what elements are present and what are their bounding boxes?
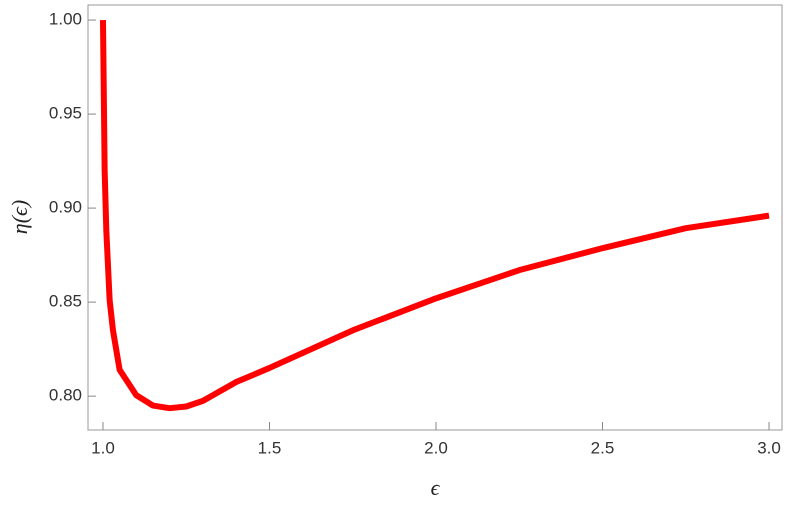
x-tick-label: 3.0 <box>757 438 781 457</box>
y-tick-label: 0.95 <box>49 104 82 123</box>
y-tick-label: 0.90 <box>49 198 82 217</box>
x-tick-label: 1.5 <box>258 438 282 457</box>
x-tick-label: 2.0 <box>424 438 448 457</box>
y-tick-label: 0.80 <box>49 386 82 405</box>
y-tick-label: 0.85 <box>49 292 82 311</box>
data-line <box>99 20 770 412</box>
x-axis-label: ϵ <box>431 475 441 500</box>
y-axis-label: η(ϵ) <box>7 200 32 234</box>
y-tick-label: 1.00 <box>49 10 82 29</box>
plot-frame <box>87 4 783 431</box>
x-tick-label: 2.5 <box>591 438 615 457</box>
x-tick-label: 1.0 <box>91 438 115 457</box>
